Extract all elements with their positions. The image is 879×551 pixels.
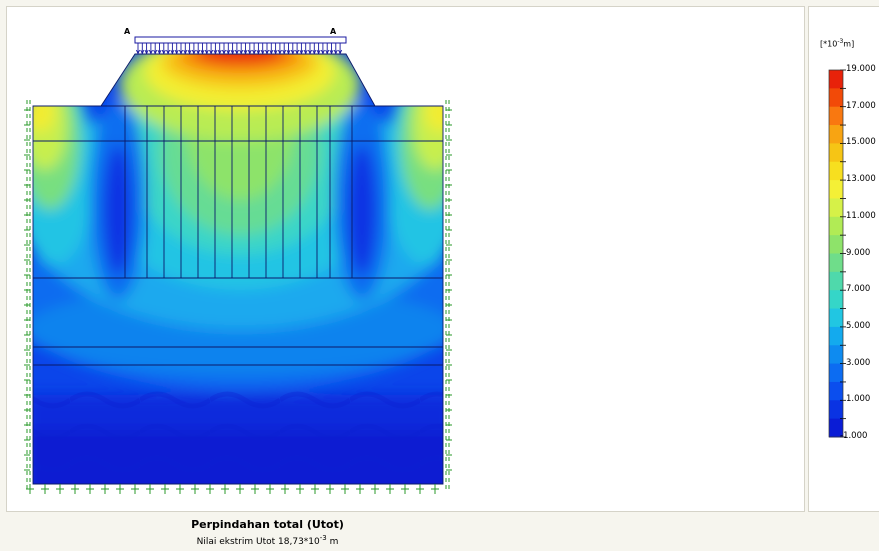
legend-label: 9.000 <box>846 247 871 258</box>
legend-swatch <box>829 381 843 401</box>
load-arrow-head <box>200 49 205 55</box>
caption-subtitle: Nilai ekstrim Utot 18,73*10-3 m <box>196 534 339 547</box>
legend-label: 17.000 <box>846 100 876 111</box>
legend-label: 15.000 <box>846 137 876 148</box>
legend-swatch <box>829 106 843 126</box>
load-arrow-head <box>269 49 274 55</box>
load-arrow-head <box>273 49 278 55</box>
legend-label: -1.000 <box>840 431 868 441</box>
load-arrow-head <box>157 49 162 55</box>
legend-label: 7.000 <box>846 284 871 295</box>
load-arrows <box>135 43 343 55</box>
load-arrow-head <box>217 49 222 55</box>
load-arrow-head <box>234 49 239 55</box>
load-arrow-head <box>170 49 175 55</box>
load-arrow-head <box>303 49 308 55</box>
legend-frame <box>828 69 844 438</box>
load-arrow-head <box>204 49 209 55</box>
load-arrow-head <box>338 49 343 55</box>
load-arrow-head <box>256 49 261 55</box>
legend-swatch <box>829 198 843 218</box>
load-arrow-head <box>209 49 214 55</box>
load-arrow-head <box>174 49 179 55</box>
load-arrow-head <box>333 49 338 55</box>
legend-label: 5.000 <box>846 320 871 331</box>
legend-swatch <box>829 326 843 346</box>
load-arrow-head <box>290 49 295 55</box>
load-arrow-head <box>196 49 201 55</box>
fixity-marks <box>24 109 452 494</box>
legend-swatch <box>829 125 843 144</box>
legend-swatch <box>829 400 843 420</box>
load-arrow-head <box>178 49 184 55</box>
load-arrow-head <box>230 49 235 55</box>
legend-swatch <box>829 161 843 181</box>
load-arrow-head <box>312 49 317 55</box>
load-arrow-head <box>144 49 149 55</box>
load-arrow-head <box>161 49 166 55</box>
legend-label: 3.000 <box>846 357 871 368</box>
load-arrow-head <box>329 49 334 55</box>
legend-swatch <box>829 88 843 108</box>
load-arrow-head <box>286 49 291 55</box>
legend-label: 19.000 <box>846 64 876 74</box>
legend-swatch <box>829 363 843 383</box>
legend-swatch <box>829 143 843 163</box>
load-arrow-head <box>140 49 145 55</box>
load-arrow-head <box>325 49 330 55</box>
legend-swatch <box>829 180 843 199</box>
load-arrow-head <box>299 49 304 55</box>
load-arrow-head <box>221 49 227 55</box>
legend-unit: [*10-3m] <box>820 38 855 49</box>
load-arrow-head <box>252 49 257 55</box>
load-arrow-head <box>320 49 325 55</box>
load-arrow-head <box>260 49 265 55</box>
legend-swatch <box>829 235 843 254</box>
legend-label: 1.000 <box>846 394 871 405</box>
load-arrow-head <box>316 49 321 55</box>
legend-label: 11.000 <box>846 210 876 221</box>
legend-swatch <box>829 216 843 236</box>
legend-swatch <box>829 308 843 328</box>
geometry-lines <box>32 53 444 485</box>
legend-label: 13.000 <box>846 174 876 185</box>
caption: Perpindahan total (Utot) Nilai ekstrim U… <box>0 518 535 549</box>
legend-swatch <box>829 290 843 310</box>
load-arrow-head <box>213 49 218 55</box>
load-arrow-head <box>153 49 158 55</box>
legend-color-bar <box>828 69 846 438</box>
legend-swatch <box>829 253 843 273</box>
load-arrow-head <box>239 49 244 55</box>
load-arrow-head <box>277 49 282 55</box>
legend-swatch <box>829 271 843 291</box>
load-arrow-head <box>183 49 188 55</box>
load-arrow-head <box>307 49 313 55</box>
load-arrow-head <box>166 49 171 55</box>
load-arrow-head <box>295 49 300 55</box>
legend-panel <box>808 6 879 512</box>
load-arrow-head <box>247 49 252 55</box>
load-arrow-head <box>191 49 196 55</box>
load-arrow-head <box>187 49 192 55</box>
point-label-right: A <box>330 27 337 36</box>
load-arrow-head <box>226 49 231 55</box>
load-arrow-head <box>264 49 270 55</box>
load-arrow-head <box>148 49 153 55</box>
load-arrow-head <box>135 49 141 55</box>
load-arrow-head <box>243 49 248 55</box>
legend-swatch <box>829 345 843 365</box>
pile-lines <box>124 106 353 278</box>
distributed-load-bar <box>134 36 347 44</box>
caption-title: Perpindahan total (Utot) <box>191 518 344 531</box>
legend-swatch <box>829 418 843 438</box>
displacement-field <box>33 54 443 484</box>
load-arrow-head <box>282 49 287 55</box>
legend-swatch <box>829 70 843 89</box>
point-label-left: A <box>124 27 131 36</box>
